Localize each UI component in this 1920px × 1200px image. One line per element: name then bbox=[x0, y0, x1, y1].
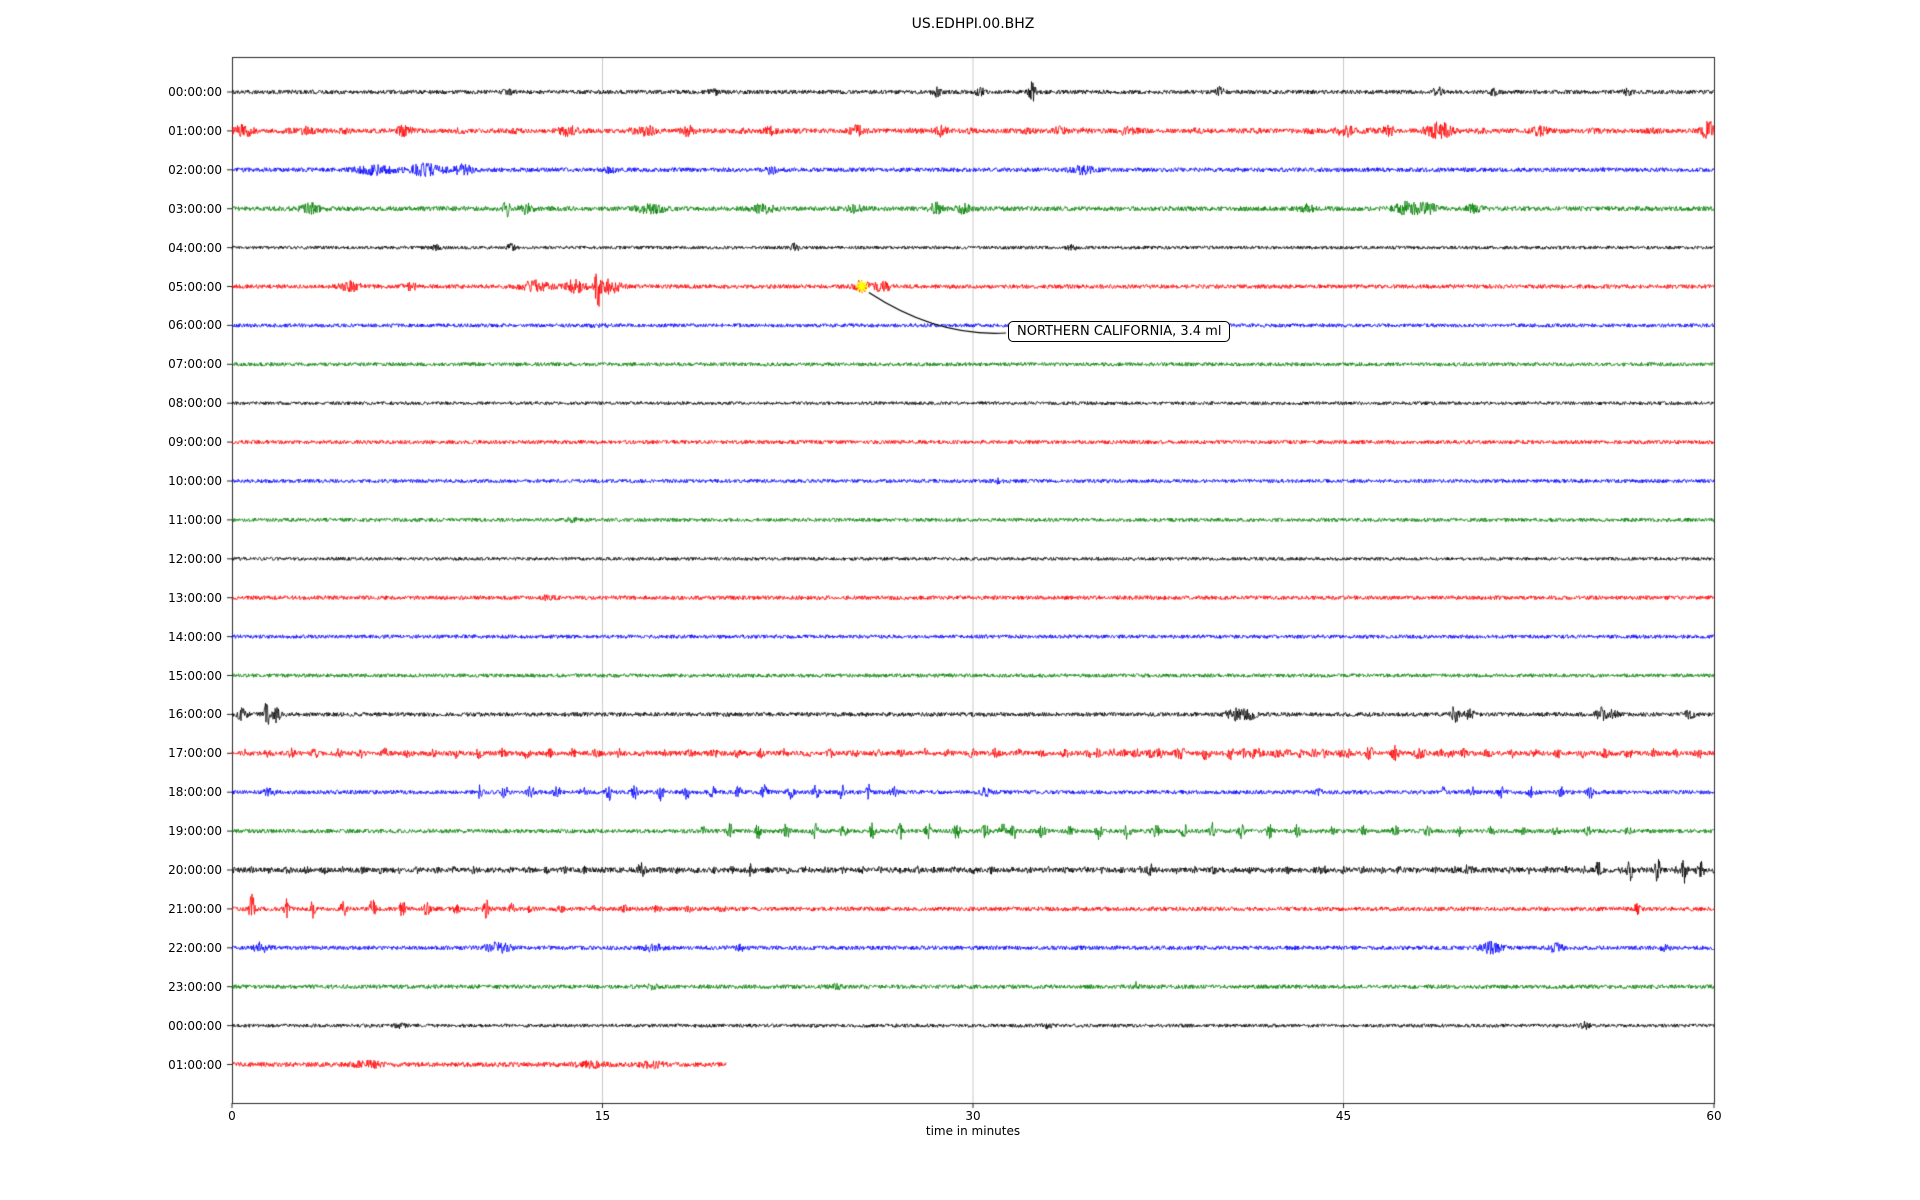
row-label: 21:00:00 bbox=[168, 901, 222, 916]
x-tick-label: 15 bbox=[594, 1109, 611, 1123]
row-label: 04:00:00 bbox=[168, 240, 222, 255]
row-label: 22:00:00 bbox=[168, 940, 222, 955]
row-label: 14:00:00 bbox=[168, 629, 222, 644]
row-label: 13:00:00 bbox=[168, 590, 222, 605]
row-label: 01:00:00 bbox=[168, 123, 222, 138]
row-label: 16:00:00 bbox=[168, 707, 222, 722]
row-label: 07:00:00 bbox=[168, 357, 222, 372]
x-tick-label: 60 bbox=[1706, 1109, 1722, 1123]
row-label: 19:00:00 bbox=[168, 824, 222, 839]
x-tick-label: 45 bbox=[1335, 1109, 1352, 1123]
row-label: 05:00:00 bbox=[168, 279, 222, 294]
row-label: 10:00:00 bbox=[168, 474, 222, 488]
row-label: 18:00:00 bbox=[168, 785, 222, 800]
row-label: 11:00:00 bbox=[168, 512, 222, 527]
row-label: 02:00:00 bbox=[168, 162, 222, 177]
row-label: 12:00:00 bbox=[168, 551, 222, 566]
x-tick-label: 30 bbox=[965, 1109, 981, 1123]
row-label: 08:00:00 bbox=[168, 396, 222, 411]
event-annotation: NORTHERN CALIFORNIA, 3.4 ml bbox=[1008, 321, 1231, 342]
row-label: 00:00:00 bbox=[168, 1018, 222, 1033]
row-label: 09:00:00 bbox=[168, 435, 222, 450]
row-label: 23:00:00 bbox=[168, 979, 222, 994]
row-label: 17:00:00 bbox=[168, 746, 222, 761]
row-label: 03:00:00 bbox=[168, 201, 222, 216]
row-label: 20:00:00 bbox=[168, 863, 222, 877]
row-label: 15:00:00 bbox=[168, 668, 222, 683]
row-label: 06:00:00 bbox=[168, 318, 222, 333]
row-label: 00:00:00 bbox=[168, 85, 222, 99]
x-tick-label: 0 bbox=[228, 1109, 236, 1123]
row-label: 01:00:00 bbox=[168, 1057, 222, 1072]
x-axis-label: time in minutes bbox=[925, 1124, 1021, 1138]
chart-title: US.EDHPI.00.BHZ bbox=[911, 16, 1035, 32]
